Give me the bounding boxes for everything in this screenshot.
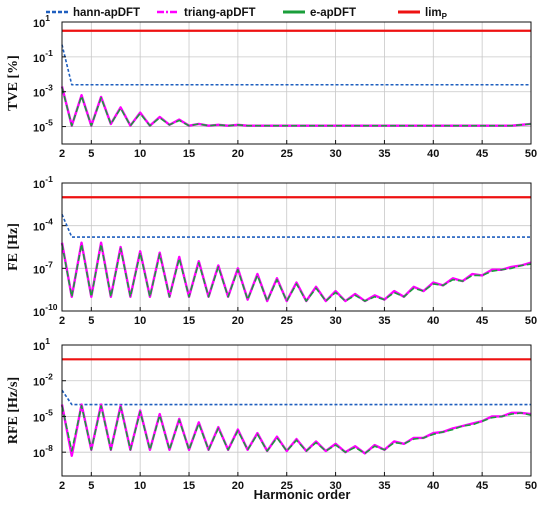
y-tick-label: 10-2 — [33, 372, 53, 389]
legend-item-lim: limP — [398, 7, 448, 21]
x-tick-label: 20 — [232, 315, 244, 327]
x-tick-label: 50 — [525, 480, 537, 492]
legend-label: limP — [425, 7, 448, 21]
series-line-triang-apdft — [60, 403, 532, 457]
x-tick-label: 25 — [281, 148, 293, 160]
x-tick-label: 15 — [183, 148, 195, 160]
x-tick-label: 35 — [378, 480, 390, 492]
y-tick-label: 10-8 — [33, 443, 53, 460]
x-tick-label: 45 — [476, 315, 488, 327]
y-tick-label: 101 — [33, 13, 50, 30]
legend-item-triang-apdft: triang-apDFT — [157, 7, 256, 19]
x-tick-label: 10 — [134, 148, 146, 160]
y-tick-label: 10-1 — [33, 48, 53, 65]
series-line-e-apdft — [61, 87, 532, 127]
y-tick-label: 10-10 — [33, 302, 58, 319]
y-axis-label: TVE [%] — [6, 55, 21, 111]
x-tick-label: 35 — [378, 315, 390, 327]
x-tick-label: 40 — [427, 315, 439, 327]
y-tick-label: 10-3 — [33, 83, 53, 100]
series-line-e-apdft — [61, 243, 532, 302]
x-tick-label: 30 — [329, 480, 341, 492]
plot-frame — [61, 344, 532, 477]
x-tick-label: 2 — [59, 480, 65, 492]
x-tick-label: 50 — [525, 315, 537, 327]
x-tick-label: 2 — [59, 148, 65, 160]
series-line-e-apdft — [61, 404, 532, 455]
x-tick-label: 30 — [329, 315, 341, 327]
legend-label: e-apDFT — [310, 7, 356, 19]
x-axis-label: Harmonic order — [254, 487, 351, 502]
legend-label: hann-apDFT — [73, 7, 140, 19]
plot-area — [62, 345, 531, 476]
y-tick-label: 10-5 — [33, 407, 53, 424]
plot-frame — [61, 182, 532, 312]
x-tick-label: 45 — [476, 480, 488, 492]
legend-item-hann-apdft: hann-apDFT — [46, 7, 140, 19]
x-tick-label: 10 — [134, 315, 146, 327]
series-line-triang-apdft — [60, 241, 532, 303]
x-tick-label: 15 — [183, 315, 195, 327]
y-tick-label: 10-1 — [33, 174, 53, 191]
series-line-hann-apdft — [61, 213, 531, 238]
y-axis-label: RFE [Hz/s] — [6, 377, 21, 444]
y-tick-label: 101 — [33, 336, 50, 353]
plot-frame — [61, 21, 532, 145]
x-tick-label: 40 — [427, 480, 439, 492]
x-tick-label: 20 — [232, 480, 244, 492]
y-axis-label: FE [Hz] — [6, 223, 21, 271]
x-tick-label: 5 — [88, 480, 94, 492]
y-tick-label: 10-4 — [33, 217, 53, 234]
x-tick-label: 25 — [281, 315, 293, 327]
x-tick-label: 5 — [88, 315, 94, 327]
legend: hann-apDFT triang-apDFT e-apDFT limP — [46, 7, 448, 21]
x-tick-label: 25 — [281, 480, 293, 492]
x-tick-label: 45 — [476, 148, 488, 160]
x-tick-label: 5 — [88, 148, 94, 160]
series-line-hann-apdft — [61, 389, 531, 406]
y-tick-label: 10-7 — [33, 259, 53, 276]
legend-label: triang-apDFT — [184, 7, 256, 19]
y-tick-label: 10-5 — [33, 118, 53, 135]
x-tick-label: 15 — [183, 480, 195, 492]
x-tick-label: 35 — [378, 148, 390, 160]
series-line-hann-apdft — [61, 44, 531, 86]
x-tick-label: 20 — [232, 148, 244, 160]
x-tick-label: 2 — [59, 315, 65, 327]
x-tick-label: 50 — [525, 148, 537, 160]
x-tick-label: 30 — [329, 148, 341, 160]
panel-2: 10-110-410-710-102 5 10 15 20 25 30 35 40 45 50FE … — [6, 174, 537, 327]
x-tick-label: 40 — [427, 148, 439, 160]
x-tick-label: 10 — [134, 480, 146, 492]
legend-item-e-apdft: e-apDFT — [283, 7, 356, 19]
